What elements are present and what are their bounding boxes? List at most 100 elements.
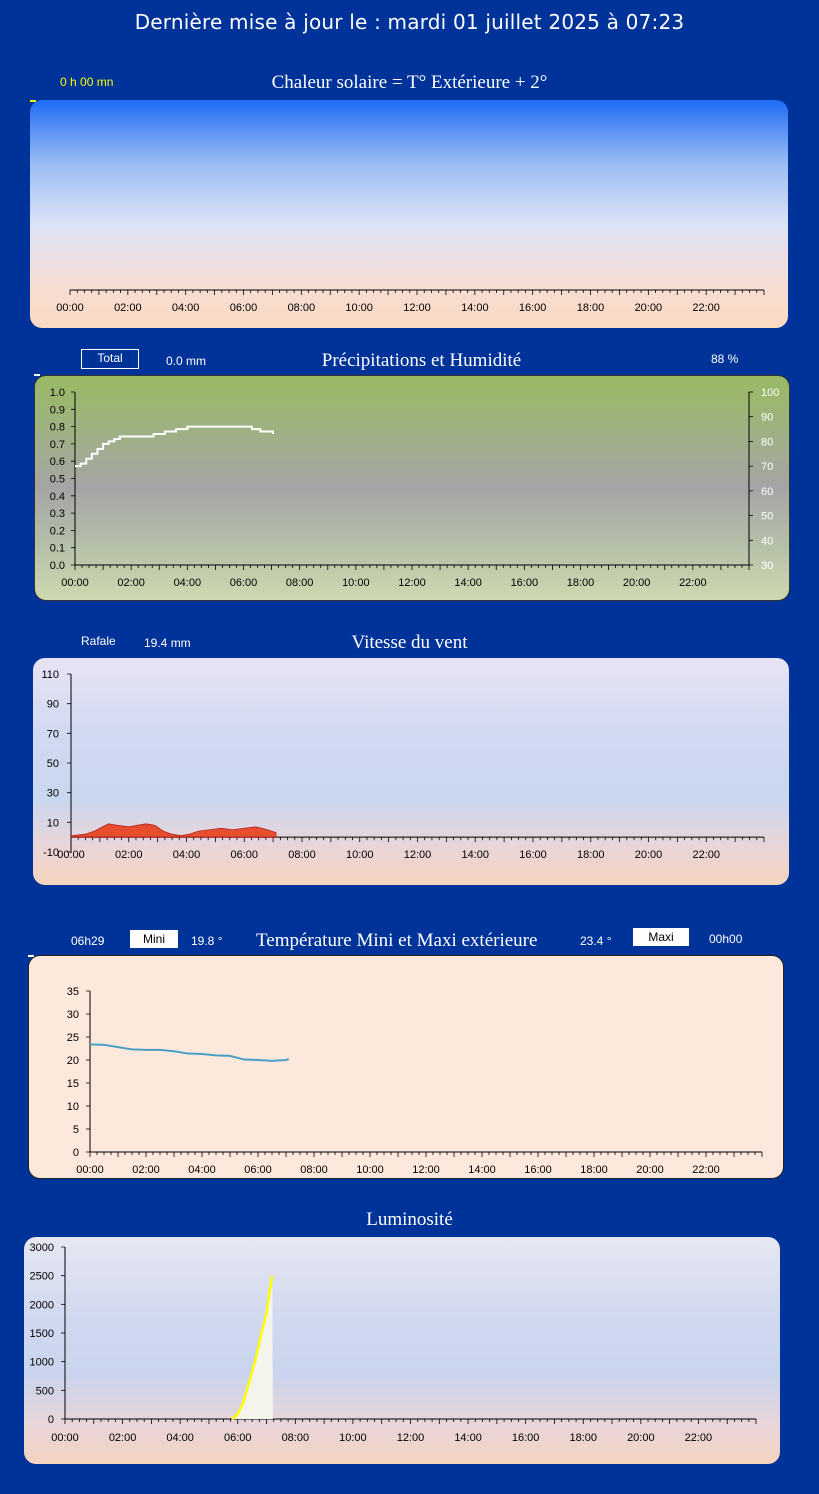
temp-x-tick-label: 04:00: [188, 1164, 216, 1176]
rain-left-y-tick-label: 0.5: [50, 474, 65, 486]
sun-x-tick-label: 00:00: [56, 302, 84, 314]
wind-chart-panel: -10 10 30 50 70 90 110 00:00 02:00 04:00 06:00 08:0…: [33, 658, 789, 885]
wind-y-tick-label: 90: [47, 699, 59, 711]
lum-x-tick-label: 10:00: [339, 1432, 367, 1444]
sunshine-duration: 0 h 00 mn: [60, 75, 114, 89]
rain-right-y-tick-label: 40: [761, 535, 773, 547]
rain-left-y-tick-label: 0.2: [50, 525, 65, 537]
sun-x-tick-label: 06:00: [230, 302, 258, 314]
temp-y-tick-label: 20: [67, 1055, 79, 1067]
last-update-header: Dernière mise à jour le : mardi 01 juill…: [134, 10, 685, 34]
lum-y-tick-label: 1000: [30, 1357, 54, 1369]
rain-marker: [34, 374, 40, 376]
sun-x-tick-label: 16:00: [519, 302, 547, 314]
lum-y-tick-label: 0: [48, 1414, 54, 1426]
sun-marker: [30, 100, 36, 102]
rain-x-tick-label: 22:00: [679, 577, 707, 589]
rain-right-y-tick-label: 60: [761, 486, 773, 498]
lum-y-tick-label: 1500: [30, 1328, 54, 1340]
sun-x-tick-label: 02:00: [114, 302, 142, 314]
temp-x-tick-label: 12:00: [412, 1164, 440, 1176]
luminosity-area: [231, 1275, 273, 1419]
temp-y-tick-label: 35: [67, 986, 79, 998]
rain-right-y-tick-label: 90: [761, 412, 773, 424]
temp-chart-panel: 0 5 10 15 20 25 30 35 00:00 02:00 04:00 06:00 08:00 1…: [28, 955, 784, 1179]
sun-x-tick-label: 18:00: [577, 302, 605, 314]
wind-y-tick-label: 50: [47, 758, 59, 770]
rain-left-y-tick-label: 0.7: [50, 439, 65, 451]
temp-y-tick-label: 30: [67, 1009, 79, 1021]
lum-x-tick-label: 20:00: [627, 1432, 655, 1444]
rain-right-y-tick-label: 30: [761, 560, 773, 572]
wind-x-tick-label: 16:00: [519, 849, 547, 861]
lum-y-tick-label: 2000: [30, 1299, 54, 1311]
wind-x-tick-label: 22:00: [692, 849, 720, 861]
wind-x-tick-label: 04:00: [173, 849, 201, 861]
temp-max-label: Maxi: [633, 928, 689, 946]
rain-chart-panel: 0.0 0.1 0.2 0.3 0.4 0.5 0.6 0.7 0.8 0.9 1.0 30 40 50 6…: [34, 375, 790, 601]
temp-x-tick-label: 16:00: [524, 1164, 552, 1176]
lum-chart-title: Luminosité: [366, 1209, 453, 1230]
sun-x-tick-label: 14:00: [461, 302, 489, 314]
rain-total-value: 0.0 mm: [166, 354, 207, 368]
lum-x-tick-label: 12:00: [397, 1432, 425, 1444]
sun-x-tick-label: 12:00: [403, 302, 431, 314]
wind-y-tick-label: 110: [41, 669, 59, 681]
rain-x-tick-label: 20:00: [623, 577, 651, 589]
wind-x-tick-label: 12:00: [404, 849, 432, 861]
lum-x-tick-label: 08:00: [282, 1432, 310, 1444]
humidity-line: [75, 425, 274, 468]
temp-y-tick-label: 25: [67, 1032, 79, 1044]
rain-x-tick-label: 18:00: [567, 577, 595, 589]
rain-x-tick-label: 02:00: [117, 577, 145, 589]
rain-left-y-tick-label: 0.6: [50, 456, 65, 468]
rain-right-y-tick-label: 80: [761, 436, 773, 448]
rain-chart-title: Précipitations et Humidité: [321, 350, 522, 371]
wind-x-tick-label: 08:00: [288, 849, 316, 861]
sun-chart-title: Chaleur solaire = T° Extérieure + 2°: [271, 72, 548, 93]
sun-x-tick-label: 20:00: [635, 302, 663, 314]
lum-x-tick-label: 00:00: [51, 1432, 79, 1444]
rain-left-y-tick-label: 0.0: [50, 560, 65, 572]
temp-min-time: 06h29: [71, 934, 105, 948]
luminosity-line: [231, 1275, 274, 1420]
temp-x-tick-label: 20:00: [636, 1164, 664, 1176]
rain-x-tick-label: 04:00: [174, 577, 202, 589]
temp-marker: [28, 955, 34, 957]
temperature-line: [89, 1043, 290, 1062]
wind-gust-area: [70, 823, 277, 838]
wind-y-tick-label: -10: [43, 847, 59, 859]
rain-left-y-tick-label: 0.4: [50, 491, 65, 503]
temp-x-tick-label: 14:00: [468, 1164, 496, 1176]
wind-chart-title: Vitesse du vent: [351, 632, 468, 653]
temp-x-tick-label: 10:00: [356, 1164, 384, 1176]
wind-x-tick-label: 02:00: [115, 849, 143, 861]
lum-chart: 0 500 1000 1500 2000 2500 3000 00:00 02:00 04:00 0…: [30, 1242, 757, 1444]
wind-x-tick-label: 20:00: [635, 849, 663, 861]
rain-x-tick-label: 14:00: [454, 577, 482, 589]
sun-x-tick-label: 10:00: [345, 302, 373, 314]
temp-x-tick-label: 06:00: [244, 1164, 272, 1176]
wind-x-tick-label: 14:00: [461, 849, 489, 861]
temp-x-tick-label: 08:00: [300, 1164, 328, 1176]
wind-x-tick-label: 18:00: [577, 849, 605, 861]
temp-x-tick-label: 00:00: [76, 1164, 104, 1176]
rain-x-tick-label: 00:00: [61, 577, 89, 589]
wind-chart: -10 10 30 50 70 90 110 00:00 02:00 04:00 06:00 08:0…: [41, 669, 765, 861]
gust-value: 19.4 mm: [144, 636, 191, 650]
rain-right-y-tick-label: 100: [761, 387, 779, 399]
temp-min-label: Mini: [130, 930, 178, 948]
sun-chart-panel: 00:00 02:00 04:00 06:00 08:00 10:00 12:00 14:00…: [30, 100, 788, 328]
humidity-value: 88 %: [711, 352, 739, 366]
wind-y-tick-label: 70: [47, 728, 59, 740]
rain-x-tick-label: 08:00: [286, 577, 314, 589]
lum-x-tick-label: 04:00: [166, 1432, 194, 1444]
rain-right-y-tick-label: 50: [761, 511, 773, 523]
rain-left-y-tick-label: 0.8: [50, 422, 65, 434]
lum-chart-panel: 0 500 1000 1500 2000 2500 3000 00:00 02:00 04:00 0…: [24, 1237, 780, 1464]
wind-x-tick-label: 10:00: [346, 849, 374, 861]
rain-x-tick-label: 06:00: [230, 577, 258, 589]
temp-chart: 0 5 10 15 20 25 30 35 00:00 02:00 04:00 06:00 08:00 1…: [67, 986, 763, 1176]
wind-x-tick-label: 00:00: [57, 849, 85, 861]
lum-y-tick-label: 2500: [30, 1271, 54, 1283]
